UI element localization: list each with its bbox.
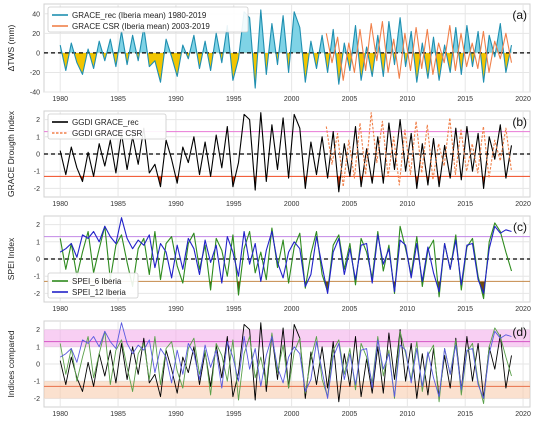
y-axis-label: Indices compared <box>6 330 16 397</box>
y-tick-label: 0 <box>36 362 40 369</box>
panel-label: (c) <box>513 220 527 234</box>
y-tick-label: -1 <box>34 169 40 176</box>
series-line-0 <box>59 112 513 193</box>
x-tick-label: 1990 <box>168 411 184 418</box>
y-tick-label: 2 <box>36 222 40 229</box>
x-tick-label: 2000 <box>284 306 300 313</box>
y-tick-label: 20 <box>32 31 40 38</box>
series-line-1 <box>325 21 513 81</box>
legend-label: SPEI_6 Iberia <box>72 277 122 286</box>
x-tick-label: 2010 <box>400 411 416 418</box>
y-tick-label: 0 <box>36 257 40 264</box>
legend: GRACE_rec (Iberia mean) 1980-2019 GRACE C… <box>47 6 249 33</box>
legend-label: GGDI GRACE CSR <box>72 129 142 138</box>
plot-content <box>44 322 530 405</box>
x-tick-label: 2015 <box>457 411 473 418</box>
y-axis-label: GRACE Drougth Index <box>6 110 16 197</box>
series-line-1 <box>59 217 512 294</box>
x-tick-label: 2015 <box>457 96 473 103</box>
y-tick-label: -2 <box>34 396 40 403</box>
surplus-fill <box>60 9 512 53</box>
y-tick-label: 2 <box>36 117 40 124</box>
y-tick-label: 1 <box>36 344 40 351</box>
x-tick-label: 2020 <box>515 201 531 208</box>
panel-b: 1980 1985 1990 1995 2000 2005 2010 2015 2020 2 1 0 -… <box>6 110 531 208</box>
y-axis-label: ΔTWS (mm) <box>6 24 16 71</box>
x-tick-label: 2020 <box>515 96 531 103</box>
y-tick-label: -1 <box>34 379 40 386</box>
x-tick-label: 1980 <box>52 411 68 418</box>
y-axis-label: SPEI Index <box>6 237 16 280</box>
panel-label: (d) <box>512 325 527 339</box>
plot-content <box>44 9 530 89</box>
legend-box <box>47 272 139 299</box>
panel-label: (b) <box>512 115 527 129</box>
y-tick-label: 0 <box>36 152 40 159</box>
x-tick-label: 2005 <box>342 411 358 418</box>
threshold-band <box>44 329 530 347</box>
x-tick-label: 1995 <box>226 306 242 313</box>
y-tick-label: -20 <box>30 70 40 77</box>
x-tick-label: 2020 <box>515 306 531 313</box>
x-tick-label: 1980 <box>52 201 68 208</box>
x-tick-label: 1990 <box>168 201 184 208</box>
x-tick-label: 2005 <box>342 96 358 103</box>
legend-label: GRACE CSR (Iberia mean) 2003-2019 <box>72 22 210 31</box>
x-tick-label: 2005 <box>342 306 358 313</box>
series-line-1 <box>59 327 512 405</box>
x-tick-label: 2010 <box>400 306 416 313</box>
x-tick-label: 1985 <box>110 306 126 313</box>
x-tick-label: 1985 <box>110 96 126 103</box>
panel-d: 1980 1985 1990 1995 2000 2005 2010 2015 2020 2 1 0 -… <box>6 320 531 418</box>
x-tick-label: 1985 <box>110 411 126 418</box>
x-tick-label: 2000 <box>284 96 300 103</box>
y-tick-label: -1 <box>34 274 40 281</box>
x-tick-label: 1990 <box>168 306 184 313</box>
x-tick-label: 1985 <box>110 201 126 208</box>
legend-label: GGDI GRACE_rec <box>72 118 139 127</box>
series-line-0 <box>59 222 513 300</box>
x-tick-label: 2015 <box>457 201 473 208</box>
x-tick-label: 1995 <box>226 96 242 103</box>
legend-label: SPEI_12 Iberia <box>72 288 126 297</box>
x-tick-label: 2015 <box>457 306 473 313</box>
x-tick-label: 1980 <box>52 306 68 313</box>
x-tick-label: 1995 <box>226 411 242 418</box>
panel-c: 1980 1985 1990 1995 2000 2005 2010 2015 2020 2 1 0 -… <box>6 215 531 313</box>
legend: GGDI GRACE_rec GGDI GRACE CSR <box>47 113 167 140</box>
y-tick-label: -40 <box>30 90 40 97</box>
y-tick-label: 0 <box>36 50 40 57</box>
panel-a: 1980 1985 1990 1995 2000 2005 2010 2015 2020 40 20… <box>6 3 531 103</box>
threshold-band <box>44 381 530 399</box>
y-tick-label: -2 <box>34 291 40 298</box>
x-tick-label: 2000 <box>284 411 300 418</box>
y-tick-label: 40 <box>32 11 40 18</box>
x-tick-label: 2000 <box>284 201 300 208</box>
x-tick-label: 2010 <box>400 96 416 103</box>
legend: SPEI_6 Iberia SPEI_12 Iberia <box>47 272 139 299</box>
x-tick-label: 2020 <box>515 411 531 418</box>
y-tick-label: -2 <box>34 186 40 193</box>
x-tick-label: 2010 <box>400 201 416 208</box>
series-line-2 <box>59 322 512 399</box>
y-tick-label: 2 <box>36 327 40 334</box>
series-line-1 <box>325 112 513 188</box>
x-tick-label: 2005 <box>342 201 358 208</box>
legend-box <box>47 6 249 33</box>
x-tick-label: 1980 <box>52 96 68 103</box>
legend-label: GRACE_rec (Iberia mean) 1980-2019 <box>72 11 207 20</box>
panel-label: (a) <box>512 8 527 22</box>
x-tick-label: 1995 <box>226 201 242 208</box>
y-tick-label: 1 <box>36 134 40 141</box>
x-tick-label: 1990 <box>168 96 184 103</box>
y-tick-label: 1 <box>36 239 40 246</box>
legend-box <box>47 113 167 140</box>
